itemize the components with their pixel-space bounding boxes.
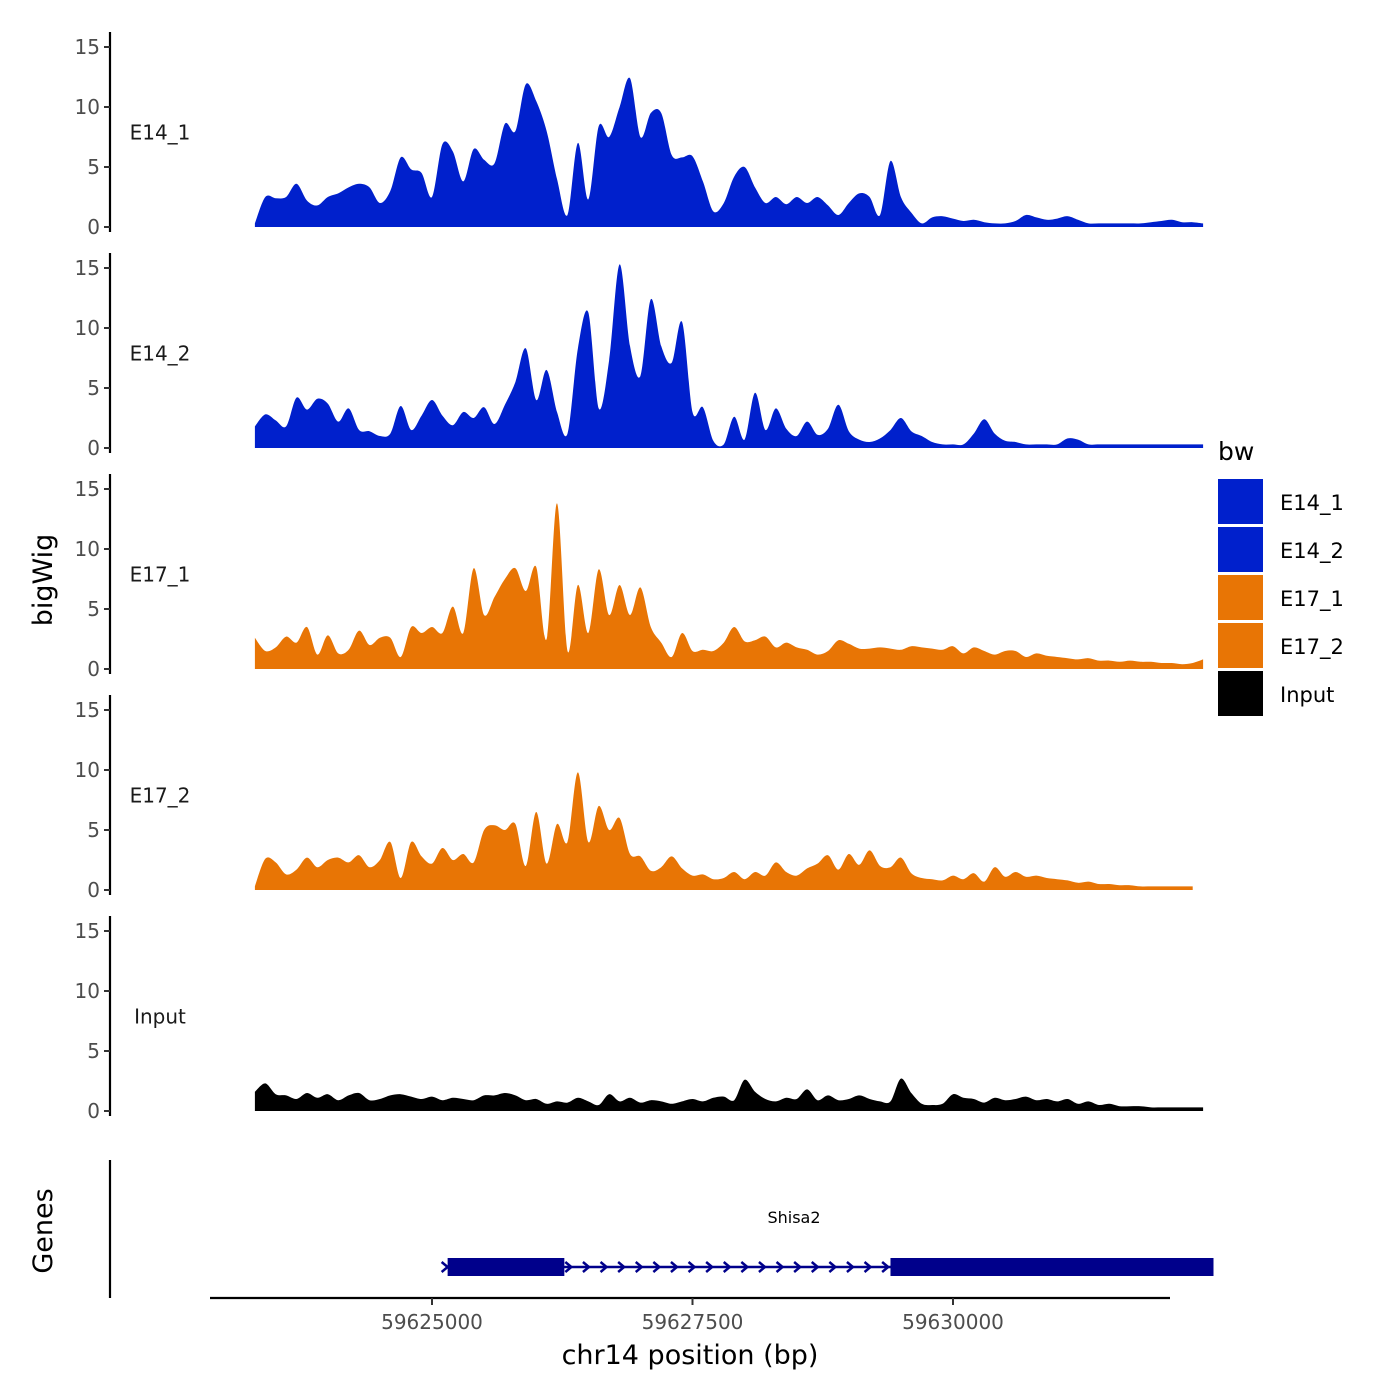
legend: bw E14_1 E14_2 E17_1 E17_2 Input xyxy=(1218,437,1344,716)
strand-arrow xyxy=(828,1261,838,1273)
track-label: Input xyxy=(134,1004,186,1028)
track-label: E14_2 xyxy=(130,341,191,365)
y-tick-label: 15 xyxy=(75,477,100,501)
y-tick-label: 15 xyxy=(75,35,100,59)
coverage-area xyxy=(254,77,1204,228)
track-label: E17_1 xyxy=(130,562,191,586)
y-tick-label: 10 xyxy=(75,758,100,782)
strand-arrow xyxy=(740,1261,750,1273)
y-axis-title: bigWig xyxy=(28,534,59,627)
y-tick-label: 0 xyxy=(87,215,100,239)
strand-arrow xyxy=(722,1261,732,1273)
strand-arrow xyxy=(705,1261,715,1273)
legend-entry-e17-1: E17_1 xyxy=(1218,575,1344,620)
x-tick-label: 59625000 xyxy=(381,1310,483,1334)
legend-entry-e14-2: E14_2 xyxy=(1218,527,1344,572)
x-tick-label: 59630000 xyxy=(902,1310,1004,1334)
y-tick-label: 10 xyxy=(75,316,100,340)
y-tick-label: 0 xyxy=(87,657,100,681)
strand-arrow xyxy=(634,1261,644,1273)
track-panel-e14-2: 0 5 10 15 E14_2 xyxy=(75,253,1204,460)
coverage-area xyxy=(254,264,1204,448)
legend-label: Input xyxy=(1280,683,1334,707)
legend-title: bw xyxy=(1218,437,1254,466)
gene-name: Shisa2 xyxy=(767,1208,820,1227)
legend-swatch xyxy=(1218,623,1263,668)
strand-arrow xyxy=(670,1261,679,1273)
strand-arrow xyxy=(582,1261,591,1273)
y-tick-label: 0 xyxy=(87,436,100,460)
strand-arrow xyxy=(863,1261,873,1273)
track-panel-e17-2: 0 5 10 15 E17_2 xyxy=(75,695,1193,902)
track-panel-input: 0 5 10 15 Input xyxy=(75,916,1204,1123)
y-tick-label: 5 xyxy=(87,818,100,842)
strand-arrow xyxy=(687,1261,697,1273)
track-label: E14_1 xyxy=(130,120,191,144)
y-tick-label: 0 xyxy=(87,878,100,902)
x-tick-label: 59627500 xyxy=(642,1310,744,1334)
legend-swatch xyxy=(1218,479,1263,524)
track-label: E17_2 xyxy=(130,783,191,807)
track-panel-e17-1: 0 5 10 15 E17_1 xyxy=(75,474,1204,681)
gene-track: Shisa2 xyxy=(108,1160,1214,1298)
track-panel-e14-1: 0 5 10 15 E14_1 xyxy=(75,32,1204,239)
strand-arrow xyxy=(599,1261,609,1273)
strand-arrow xyxy=(758,1261,767,1273)
y-tick-label: 5 xyxy=(87,155,100,179)
legend-swatch xyxy=(1218,527,1263,572)
strand-arrow xyxy=(810,1261,820,1273)
y-tick-label: 10 xyxy=(75,95,100,119)
x-axis: 59625000 59627500 59630000 xyxy=(210,1296,1170,1334)
y-tick-label: 5 xyxy=(87,376,100,400)
legend-label: E14_2 xyxy=(1280,539,1344,564)
strand-arrow xyxy=(775,1261,785,1273)
legend-swatch xyxy=(1218,671,1263,716)
coverage-area xyxy=(254,772,1193,890)
legend-label: E17_1 xyxy=(1280,587,1344,612)
legend-label: E14_1 xyxy=(1280,491,1344,516)
coverage-area xyxy=(254,1078,1204,1111)
strand-arrow xyxy=(846,1261,855,1273)
gene-exon xyxy=(890,1258,1214,1276)
y-tick-label: 5 xyxy=(87,1039,100,1063)
genes-axis-title: Genes xyxy=(28,1188,59,1273)
y-tick-label: 15 xyxy=(75,698,100,722)
y-tick-label: 15 xyxy=(75,256,100,280)
legend-entry-e14-1: E14_1 xyxy=(1218,479,1344,524)
strand-arrow xyxy=(617,1261,627,1273)
legend-swatch xyxy=(1218,575,1263,620)
legend-entry-input: Input xyxy=(1218,671,1334,716)
y-tick-label: 5 xyxy=(87,597,100,621)
y-tick-label: 10 xyxy=(75,979,100,1003)
legend-label: E17_2 xyxy=(1280,635,1344,660)
coverage-tracks: 0 5 10 15 E14_1 0 5 10 15 E14_2 0 5 10 15 E17_1 0 5 10 15 E… xyxy=(75,32,1204,1123)
strand-arrow xyxy=(793,1261,803,1273)
strand-arrow xyxy=(652,1261,662,1273)
coverage-area xyxy=(254,503,1204,669)
y-tick-label: 15 xyxy=(75,919,100,943)
x-axis-title: chr14 position (bp) xyxy=(562,1340,819,1371)
strand-arrow xyxy=(564,1261,574,1273)
strand-arrow xyxy=(881,1261,891,1273)
strand-arrow xyxy=(440,1261,450,1273)
y-tick-label: 10 xyxy=(75,537,100,561)
legend-entry-e17-2: E17_2 xyxy=(1218,623,1344,668)
gene-exon xyxy=(447,1258,565,1276)
y-tick-label: 0 xyxy=(87,1099,100,1123)
